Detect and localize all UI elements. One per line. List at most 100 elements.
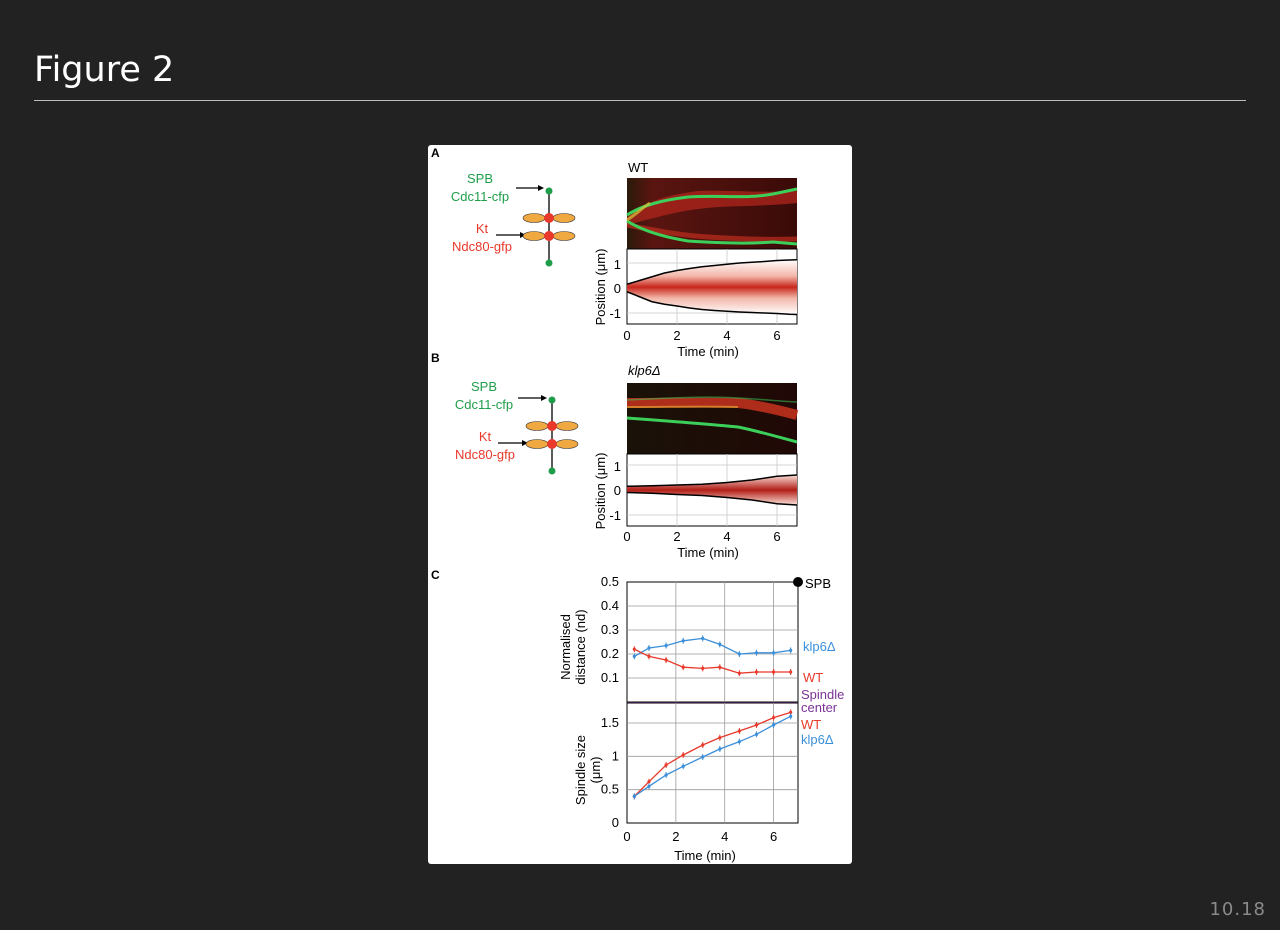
ytick-label: 0.1	[601, 670, 619, 685]
spindle-ylabel-line1: Spindle size	[573, 735, 588, 805]
data-point	[701, 666, 705, 671]
kt-label-b: Kt	[479, 429, 492, 444]
xtick-label: 0	[623, 829, 630, 844]
data-point	[737, 740, 741, 744]
arrowhead-spb-b	[541, 395, 547, 401]
spb-legend-label: SPB	[805, 576, 831, 591]
spindle-grid	[627, 703, 798, 823]
data-point	[771, 723, 776, 727]
panel-b-label: B	[431, 351, 440, 365]
spindle-center-label-1: Spindle	[801, 687, 844, 702]
spb-label-b: SPB	[471, 379, 497, 394]
data-point	[664, 773, 668, 777]
fluorescence-kymograph-a	[626, 178, 798, 249]
data-point	[701, 636, 705, 640]
figure-panel: A SPB Cdc11-cfp Kt Ndc80-gfp WT 1 0	[428, 145, 852, 864]
spb-trace-lower-b	[626, 491, 798, 506]
data-point	[681, 665, 685, 669]
xtick-label: 4	[721, 829, 728, 844]
kinetochore-dot	[547, 439, 557, 449]
series-line	[634, 637, 791, 657]
ytick-label: 0.3	[601, 622, 619, 637]
data-point	[737, 671, 741, 675]
arrowhead-spb-a	[538, 185, 544, 191]
condition-label-wt: WT	[628, 160, 648, 175]
chromosome-arm	[522, 213, 546, 223]
data-point	[718, 642, 722, 646]
heatmap-kymograph-b: 1 0 -1 0 2 4 6 Time (min) Position (μm)	[593, 453, 798, 560]
distance-yticks: 0.5 0.4 0.3 0.2 0.1	[601, 574, 619, 685]
ytick-label: 0.2	[601, 646, 619, 661]
schematic-b: SPB Cdc11-cfp Kt Ndc80-gfp	[455, 379, 579, 475]
xtick-a: 0	[623, 328, 630, 343]
xtick-a: 4	[723, 328, 730, 343]
kt-marker-a: Ndc80-gfp	[452, 239, 512, 254]
data-point	[718, 665, 722, 669]
distance-series	[632, 635, 793, 677]
data-point	[681, 639, 685, 643]
spb-dot-top-a	[545, 187, 553, 195]
data-point	[754, 732, 759, 736]
xtick-b: 2	[673, 529, 680, 544]
ytick-label: 0	[612, 815, 619, 830]
distance-ylabel-line2: distance (nd)	[573, 609, 588, 684]
legend-klp6-top: klp6Δ	[803, 639, 836, 654]
kinetochore-dot	[547, 421, 557, 431]
xtick-b: 4	[723, 529, 730, 544]
data-point	[647, 780, 651, 784]
spindle-ylabel-line2: (μm)	[588, 757, 603, 784]
ytick-label: 0.5	[601, 782, 619, 797]
chromosome-arm	[552, 231, 576, 241]
ytick-a: -1	[609, 306, 621, 321]
spindle-center-label-2: center	[801, 700, 838, 715]
spb-marker-a: Cdc11-cfp	[451, 189, 509, 204]
data-point	[718, 747, 722, 751]
spindle-size-chart: 1.5 1 0.5 00 2 4 6 Spindle size (μm) Time (min…	[573, 702, 834, 863]
data-point	[681, 753, 685, 757]
spindle-series	[632, 709, 793, 800]
chromosome-arm	[555, 439, 579, 449]
kt-marker-b: Ndc80-gfp	[455, 447, 515, 462]
kinetochore-dot	[544, 231, 554, 241]
kinetochore-dot	[544, 213, 554, 223]
series-line	[633, 715, 791, 797]
series-line	[633, 711, 791, 797]
ytick-b: -1	[609, 508, 621, 523]
panel-a-label: A	[431, 146, 440, 160]
data-point	[789, 714, 793, 718]
chromosome-arm	[552, 213, 576, 223]
spb-marker-b: Cdc11-cfp	[455, 397, 513, 412]
data-point	[681, 764, 685, 768]
slide-title: Figure 2	[34, 50, 175, 90]
heatmap-kymograph-a: 1 0 -1 0 2 4 6 Time (min) Position (μm)	[593, 248, 798, 359]
ytick-a: 0	[614, 281, 621, 296]
xtick-label: 2	[672, 829, 679, 844]
xlabel-b: Time (min)	[677, 545, 739, 560]
data-point	[632, 654, 636, 658]
spb-dot-top-b	[548, 396, 556, 404]
ytick-b: 1	[614, 459, 621, 474]
ytick-label: 0.4	[601, 598, 619, 613]
data-point	[701, 743, 705, 747]
distance-chart: 0.5 0.4 0.3 0.2 0.1 Normalised distance (nd)…	[558, 574, 844, 715]
data-point	[701, 755, 705, 759]
arrowhead-kt-b	[522, 440, 528, 446]
data-point	[647, 784, 651, 788]
data-point	[771, 716, 776, 720]
data-point	[789, 670, 793, 674]
ytick-label: 0.5	[601, 574, 619, 589]
data-point	[632, 647, 636, 651]
spb-dot-bottom-a	[545, 259, 553, 267]
heatmap-band-a	[627, 259, 797, 315]
data-point	[718, 736, 722, 740]
xtick-a: 6	[773, 328, 780, 343]
ytick-a: 1	[614, 257, 621, 272]
spindle-chart-frame	[626, 702, 799, 824]
legend-wt-bottom: WT	[801, 717, 821, 732]
data-point	[664, 658, 668, 662]
heatmap-band-b	[627, 475, 797, 505]
chromosome-arm	[522, 231, 546, 241]
data-point	[789, 710, 793, 714]
ylabel-b: Position (μm)	[593, 453, 608, 530]
series-line	[634, 648, 791, 674]
